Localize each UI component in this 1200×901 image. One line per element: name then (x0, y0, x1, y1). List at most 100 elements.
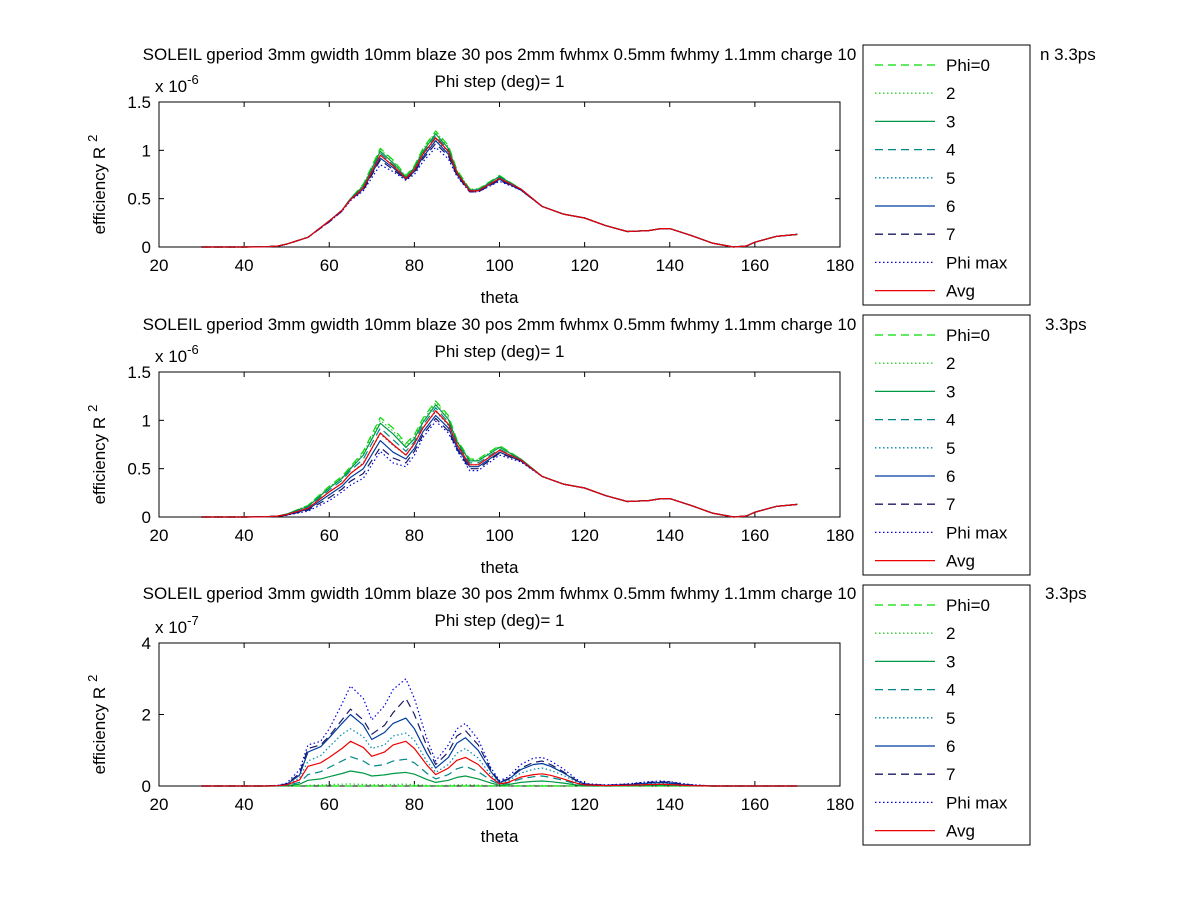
plot-area (158, 101, 841, 248)
legend-label: 6 (946, 737, 955, 756)
y-tick-label: 1.5 (127, 93, 151, 112)
chart-title-tail: 3.3ps (1045, 315, 1087, 334)
legend-label: Phi max (946, 253, 1008, 272)
legend-label: 4 (946, 141, 955, 160)
series-line (201, 402, 798, 518)
x-axis-label: theta (481, 558, 519, 577)
plot-area (158, 371, 841, 518)
x-tick-label: 20 (150, 256, 169, 275)
x-tick-label: 160 (741, 526, 769, 545)
legend-label: 3 (946, 382, 955, 401)
legend-label: 3 (946, 652, 955, 671)
legend-label: Avg (946, 552, 975, 571)
legend-label: 7 (946, 495, 955, 514)
y-axis-label-exponent: 2 (85, 675, 100, 682)
legend: Phi=0 2 3 4 5 6 7 Phi max Avg (862, 314, 1031, 576)
y-axis-label-exponent: 2 (85, 135, 100, 142)
legend-box (862, 584, 1031, 846)
x-tick-label: 20 (150, 526, 169, 545)
series-lines (201, 678, 798, 787)
x-tick-label: 60 (320, 256, 339, 275)
legend: Phi=0 2 3 4 5 6 7 Phi max Avg (862, 584, 1031, 846)
chart-panel-2: SOLEIL gperiod 3mm gwidth 10mm blaze 30 … (85, 314, 1087, 577)
axis-scale-factor: x 10-6 (155, 342, 199, 366)
x-tick-label: 140 (656, 795, 684, 814)
x-tick-label: 100 (485, 795, 513, 814)
x-tick-label: 80 (405, 526, 424, 545)
series-lines (201, 400, 798, 518)
legend-box (862, 44, 1031, 306)
y-axis-label-text: efficiency R (90, 417, 109, 505)
legend-label: 5 (946, 169, 955, 188)
x-tick-label: 40 (235, 526, 254, 545)
chart-panel-3: SOLEIL gperiod 3mm gwidth 10mm blaze 30 … (85, 584, 1087, 846)
series-line (201, 417, 798, 518)
chart-title-tail: 3.3ps (1045, 584, 1087, 603)
y-tick-label: 2 (142, 706, 151, 725)
y-axis-label-text: efficiency R (90, 147, 109, 235)
legend-label: Phi=0 (946, 56, 990, 75)
legend-label: 4 (946, 411, 955, 430)
x-tick-label: 40 (235, 795, 254, 814)
chart-title-tail: n 3.3ps (1040, 45, 1096, 64)
axis-scale-factor: x 10-7 (155, 613, 199, 637)
series-line (201, 740, 798, 787)
x-tick-label: 140 (656, 526, 684, 545)
y-tick-label: 1.5 (127, 363, 151, 382)
chart-subtitle: Phi step (deg)= 1 (435, 611, 565, 630)
x-tick-label: 180 (826, 795, 854, 814)
legend-label: 2 (946, 624, 955, 643)
plot-area (158, 642, 841, 787)
y-tick-label: 0 (142, 238, 151, 257)
y-tick-label: 4 (142, 634, 151, 653)
legend-box (862, 314, 1031, 576)
series-line (201, 137, 798, 248)
x-tick-label: 160 (741, 256, 769, 275)
x-tick-label: 180 (826, 526, 854, 545)
chart-subtitle: Phi step (deg)= 1 (435, 342, 565, 361)
legend-label: Phi=0 (946, 596, 990, 615)
y-axis-label: efficiency R 2 (85, 405, 109, 505)
x-tick-label: 80 (405, 795, 424, 814)
y-tick-label: 0.5 (127, 190, 151, 209)
legend-label: 3 (946, 112, 955, 131)
legend-label: Avg (946, 282, 975, 301)
y-axis-label-text: efficiency R (90, 687, 109, 775)
chart-panel-1: SOLEIL gperiod 3mm gwidth 10mm blaze 30 … (85, 44, 1096, 307)
chart-title: SOLEIL gperiod 3mm gwidth 10mm blaze 30 … (143, 584, 857, 603)
legend-label: 7 (946, 765, 955, 784)
x-axis-label: theta (481, 288, 519, 307)
x-tick-label: 120 (570, 526, 598, 545)
x-tick-label: 80 (405, 256, 424, 275)
x-tick-label: 120 (570, 795, 598, 814)
x-tick-label: 20 (150, 795, 169, 814)
axis-scale-factor: x 10-6 (155, 72, 199, 96)
legend-label: Phi=0 (946, 326, 990, 345)
axis-scale-base: x 10 (155, 77, 187, 96)
y-tick-label: 1 (142, 411, 151, 430)
y-tick-label: 0 (142, 508, 151, 527)
axis-scale-exponent: -7 (187, 613, 199, 628)
x-tick-label: 120 (570, 256, 598, 275)
legend-label: 5 (946, 709, 955, 728)
y-axis-label: efficiency R 2 (85, 135, 109, 235)
series-lines (201, 130, 798, 248)
legend-label: 7 (946, 225, 955, 244)
chart-subtitle: Phi step (deg)= 1 (435, 72, 565, 91)
series-line (201, 697, 798, 787)
legend-label: 6 (946, 197, 955, 216)
y-tick-label: 1 (142, 141, 151, 160)
x-axis-label: theta (481, 827, 519, 846)
axis-scale-base: x 10 (155, 618, 187, 637)
x-tick-label: 100 (485, 526, 513, 545)
axis-scale-exponent: -6 (187, 72, 199, 87)
series-line (201, 420, 798, 518)
x-tick-label: 140 (656, 256, 684, 275)
y-axis-label-exponent: 2 (85, 405, 100, 412)
x-tick-label: 60 (320, 526, 339, 545)
legend-label: Avg (946, 822, 975, 841)
x-tick-label: 60 (320, 795, 339, 814)
legend-label: 4 (946, 681, 955, 700)
x-tick-label: 180 (826, 256, 854, 275)
x-tick-label: 160 (741, 795, 769, 814)
